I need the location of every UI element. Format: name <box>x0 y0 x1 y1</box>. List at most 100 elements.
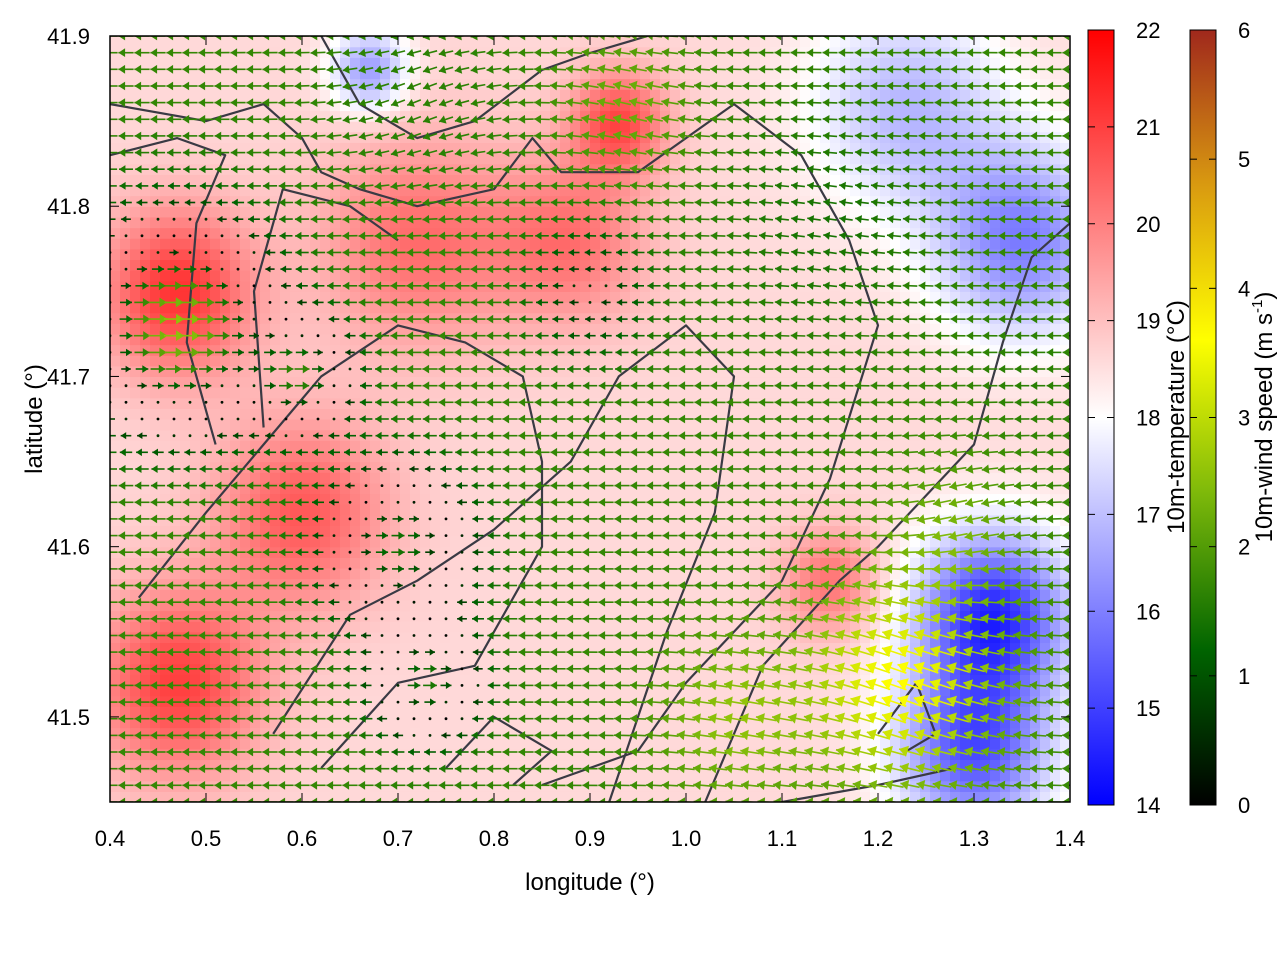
heatmap-cell <box>1000 450 1011 463</box>
heatmap-cell <box>800 684 811 697</box>
heatmap-cell <box>820 738 831 750</box>
heatmap-cell <box>970 493 981 505</box>
heatmap-cell <box>520 599 531 612</box>
heatmap-cell <box>260 333 271 346</box>
heatmap-cell <box>950 791 961 802</box>
heatmap-cell <box>240 248 251 261</box>
heatmap-cell <box>110 259 121 271</box>
heatmap-cell <box>840 419 851 431</box>
heatmap-cell <box>200 748 211 761</box>
heatmap-cell <box>160 461 171 473</box>
heatmap-cell <box>420 727 431 739</box>
heatmap-cell <box>1050 631 1061 644</box>
heatmap-cell <box>600 419 611 431</box>
heatmap-cell <box>690 482 701 495</box>
heatmap-cell <box>940 536 951 548</box>
heatmap-cell <box>770 408 781 420</box>
heatmap-cell <box>1030 706 1041 718</box>
heatmap-cell <box>310 770 321 782</box>
heatmap-cell <box>210 748 221 761</box>
heatmap-cell <box>1040 355 1051 367</box>
heatmap-cell <box>810 578 821 590</box>
heatmap-cell <box>530 450 541 463</box>
heatmap-cell <box>620 408 631 420</box>
heatmap-cell <box>1020 759 1031 771</box>
heatmap-cell <box>230 248 241 261</box>
heatmap-cell <box>400 493 411 505</box>
heatmap-cell <box>300 727 311 739</box>
heatmap-cell <box>290 770 301 782</box>
heatmap-cell <box>630 450 641 463</box>
heatmap-cell <box>610 748 621 761</box>
heatmap-cell <box>920 536 931 548</box>
heatmap-cell <box>110 376 121 388</box>
heatmap-cell <box>820 323 831 335</box>
heatmap-cell <box>460 461 471 473</box>
heatmap-cell <box>140 599 151 612</box>
heatmap-cell <box>460 599 471 612</box>
heatmap-cell <box>990 589 1001 601</box>
heatmap-cell <box>500 525 511 537</box>
heatmap-cell <box>530 376 541 388</box>
heatmap-cell <box>330 472 341 484</box>
heatmap-cell <box>120 419 131 431</box>
heatmap-cell <box>1010 419 1021 431</box>
heatmap-cell <box>400 738 411 750</box>
heatmap-cell <box>430 674 441 686</box>
heatmap-cell <box>560 397 571 409</box>
heatmap-cell <box>430 684 441 697</box>
heatmap-cell <box>520 695 531 707</box>
heatmap-cell <box>800 397 811 409</box>
heatmap-cell <box>1060 472 1070 484</box>
heatmap-cell <box>780 323 791 335</box>
heatmap-cell <box>1040 557 1051 569</box>
heatmap-cell <box>570 738 581 750</box>
heatmap-cell <box>850 738 861 750</box>
heatmap-cell <box>470 355 481 367</box>
heatmap-cell <box>480 333 491 346</box>
heatmap-cell <box>340 344 351 356</box>
heatmap-cell <box>680 408 691 420</box>
heatmap-cell <box>940 355 951 367</box>
heatmap-cell <box>210 759 221 771</box>
heatmap-cell <box>640 461 651 473</box>
heatmap-cell <box>280 631 291 644</box>
heatmap-cell <box>670 589 681 601</box>
heatmap-cell <box>680 727 691 739</box>
heatmap-cell <box>490 748 501 761</box>
heatmap-cell <box>860 472 871 484</box>
heatmap-cell <box>1010 770 1021 782</box>
heatmap-cell <box>1000 397 1011 409</box>
heatmap-cell <box>440 706 451 718</box>
heatmap-cell <box>800 333 811 346</box>
heatmap-cell <box>460 770 471 782</box>
heatmap-cell <box>540 759 551 771</box>
heatmap-cell <box>300 301 311 314</box>
heatmap-cell <box>250 621 261 633</box>
heatmap-cell <box>840 472 851 484</box>
heatmap-cell <box>630 333 641 346</box>
heatmap-cell <box>560 610 571 622</box>
heatmap-cell <box>710 621 721 633</box>
heatmap-cell <box>530 397 541 409</box>
heatmap-cell <box>510 333 521 346</box>
heatmap-cell <box>580 621 591 633</box>
heatmap-cell <box>550 525 561 537</box>
heatmap-cell <box>250 248 261 261</box>
heatmap-cell <box>220 716 231 729</box>
heatmap-cell <box>350 578 361 590</box>
heatmap-cell <box>780 557 791 569</box>
heatmap-cell <box>760 323 771 335</box>
heatmap-cell <box>970 653 981 665</box>
heatmap-cell <box>1060 493 1070 505</box>
heatmap-cell <box>540 536 551 548</box>
heatmap-cell <box>390 674 401 686</box>
heatmap-cell <box>1010 472 1021 484</box>
heatmap-cell <box>660 791 671 802</box>
heatmap-cell <box>370 791 381 802</box>
heatmap-cell <box>130 408 141 420</box>
heatmap-cell <box>530 472 541 484</box>
heatmap-cell <box>510 248 521 261</box>
heatmap-cell <box>120 514 131 526</box>
heatmap-cell <box>640 376 651 388</box>
